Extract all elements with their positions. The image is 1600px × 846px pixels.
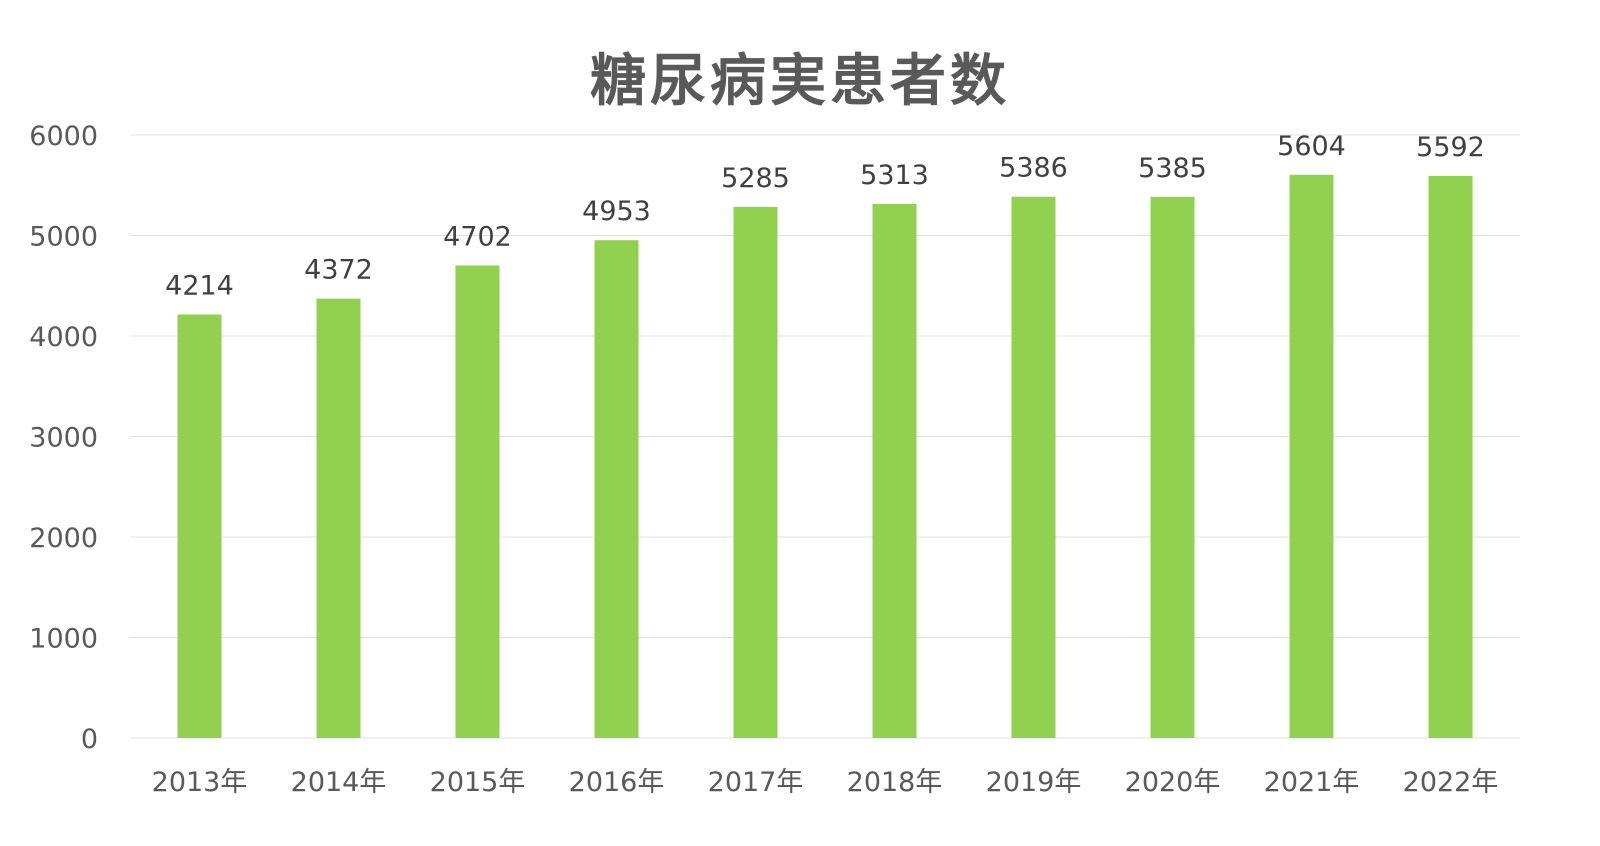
y-tick-label: 2000 [29, 523, 98, 554]
x-tick-label: 2018年 [847, 767, 943, 798]
y-tick-label: 1000 [29, 624, 98, 655]
x-tick-label: 2015年 [430, 767, 526, 798]
data-label: 5604 [1277, 131, 1346, 162]
data-label: 4953 [582, 196, 651, 227]
x-tick-label: 2021年 [1264, 767, 1360, 798]
x-tick-label: 2014年 [291, 767, 387, 798]
bar-2020年 [1150, 196, 1195, 738]
bar-2018年 [872, 204, 917, 738]
y-tick-label: 4000 [29, 322, 98, 353]
data-label: 4214 [165, 270, 234, 301]
x-tick-label: 2020年 [1125, 767, 1221, 798]
x-tick-label: 2013年 [152, 767, 248, 798]
data-label: 5592 [1416, 132, 1485, 163]
x-tick-label: 2017年 [708, 767, 804, 798]
bar-2017年 [733, 206, 778, 739]
bar-2022年 [1428, 176, 1473, 738]
bar-2021年 [1289, 174, 1334, 739]
y-tick-label: 5000 [29, 222, 98, 253]
bar-2019年 [1011, 196, 1056, 738]
bar-2014年 [316, 298, 361, 738]
y-tick-label: 0 [81, 724, 98, 755]
chart-title: 糖尿病実患者数 [590, 49, 1010, 114]
x-tick-label: 2016年 [569, 767, 665, 798]
data-label: 5313 [860, 160, 929, 191]
data-label: 5285 [721, 163, 790, 194]
bar-2015年 [455, 265, 500, 738]
y-tick-label: 6000 [29, 121, 98, 152]
data-label: 4372 [304, 255, 373, 286]
data-label: 4702 [443, 221, 512, 252]
bar-2013年 [177, 314, 222, 738]
bar-2016年 [594, 240, 639, 738]
data-label: 5385 [1138, 153, 1207, 184]
y-tick-label: 3000 [29, 423, 98, 454]
data-label: 5386 [999, 153, 1068, 184]
x-tick-label: 2022年 [1403, 767, 1499, 798]
x-tick-label: 2019年 [986, 767, 1082, 798]
